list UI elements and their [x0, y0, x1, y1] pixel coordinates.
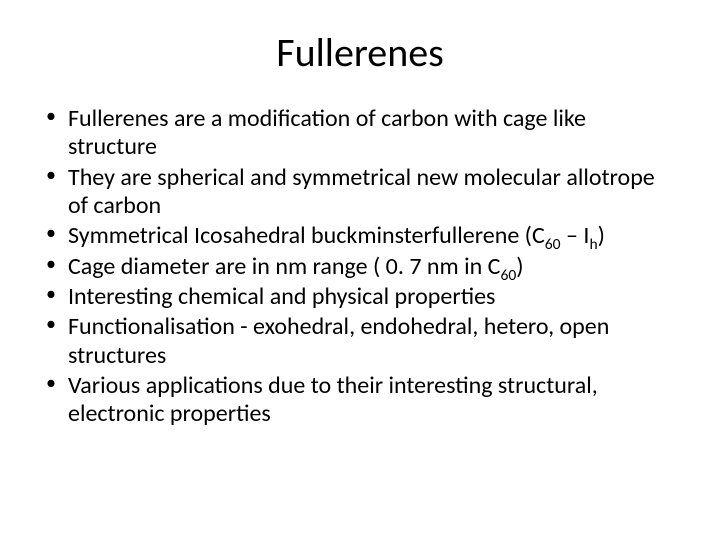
- list-item: Fullerenes are a modification of carbon …: [40, 105, 680, 162]
- slide: Fullerenes Fullerenes are a modification…: [0, 0, 720, 540]
- list-item: They are spherical and symmetrical new m…: [40, 164, 680, 221]
- list-item: Cage diameter are in nm range ( 0. 7 nm …: [40, 253, 680, 281]
- list-item: Functionalisation - exohedral, endohedra…: [40, 313, 680, 370]
- list-item: Various applications due to their intere…: [40, 372, 680, 429]
- list-item: Symmetrical Icosahedral buckminsterfulle…: [40, 222, 680, 250]
- bullet-list: Fullerenes are a modification of carbon …: [40, 105, 680, 430]
- slide-title: Fullerenes: [40, 28, 680, 77]
- list-item: Interesting chemical and physical proper…: [40, 283, 680, 311]
